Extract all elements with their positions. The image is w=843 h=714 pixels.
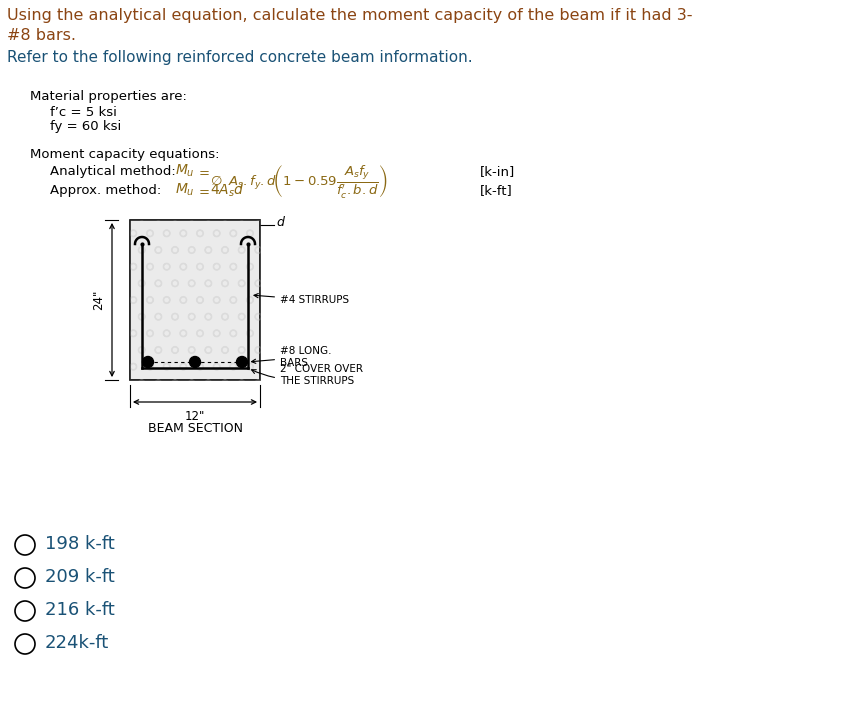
Text: Approx. method:: Approx. method: [50, 184, 161, 197]
Bar [130, 220, 260, 380]
Text: 24": 24" [92, 290, 105, 310]
Bar [130, 220, 260, 380]
Text: $\emptyset.A_s.f_y.d\!\left(1-0.59\dfrac{A_s f_y}{f_c^{\prime}.b.d}\right)$: $\emptyset.A_s.f_y.d\!\left(1-0.59\dfrac… [210, 163, 388, 200]
Text: #8 LONG.
BARS: #8 LONG. BARS [251, 346, 331, 368]
Text: Moment capacity equations:: Moment capacity equations: [30, 148, 219, 161]
Text: 12": 12" [185, 410, 205, 423]
Text: $M_u$: $M_u$ [175, 182, 195, 198]
Text: $=$: $=$ [196, 165, 210, 178]
Text: Material properties are:: Material properties are: [30, 90, 187, 103]
Text: $M_u$: $M_u$ [175, 163, 195, 179]
Text: f’c = 5 ksi: f’c = 5 ksi [50, 106, 117, 119]
Text: Analytical method:: Analytical method: [50, 165, 175, 178]
Circle shape [190, 356, 201, 368]
Text: 198 k-ft: 198 k-ft [45, 535, 115, 553]
Text: Refer to the following reinforced concrete beam information.: Refer to the following reinforced concre… [7, 50, 473, 65]
Text: 2" COVER OVER
THE STIRRUPS: 2" COVER OVER THE STIRRUPS [251, 364, 363, 386]
Text: #4 STIRRUPS: #4 STIRRUPS [254, 293, 349, 305]
Text: $=$: $=$ [196, 184, 210, 197]
Text: [k-ft]: [k-ft] [480, 184, 513, 197]
Text: d: d [276, 216, 284, 229]
Text: [k-in]: [k-in] [480, 165, 515, 178]
Text: $4A_s d$: $4A_s d$ [210, 182, 244, 199]
Text: #8 bars.: #8 bars. [7, 28, 76, 43]
Text: 209 k-ft: 209 k-ft [45, 568, 115, 586]
Circle shape [142, 356, 153, 368]
Text: BEAM SECTION: BEAM SECTION [148, 422, 243, 435]
Text: 216 k-ft: 216 k-ft [45, 601, 115, 619]
Text: Using the analytical equation, calculate the moment capacity of the beam if it h: Using the analytical equation, calculate… [7, 8, 692, 23]
Text: 224k-ft: 224k-ft [45, 634, 110, 652]
Circle shape [237, 356, 248, 368]
Text: fy = 60 ksi: fy = 60 ksi [50, 120, 121, 133]
